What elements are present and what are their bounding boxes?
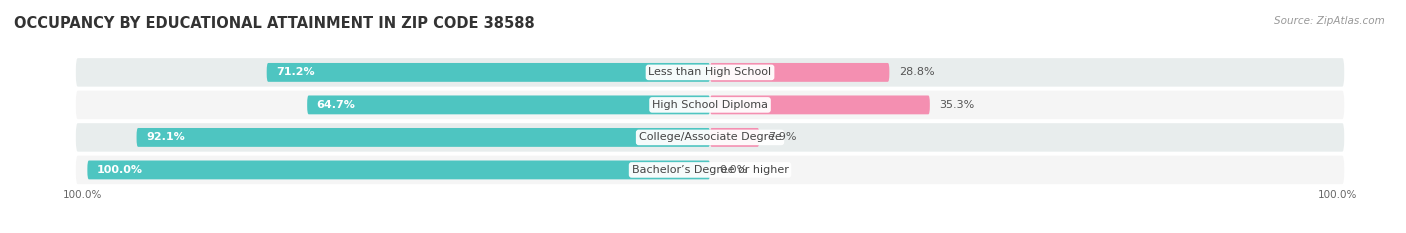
FancyBboxPatch shape	[710, 128, 759, 147]
Text: 7.9%: 7.9%	[769, 132, 797, 142]
FancyBboxPatch shape	[710, 63, 890, 82]
FancyBboxPatch shape	[75, 90, 1346, 120]
FancyBboxPatch shape	[710, 96, 929, 114]
Text: High School Diploma: High School Diploma	[652, 100, 768, 110]
Text: Less than High School: Less than High School	[648, 67, 772, 77]
Text: Source: ZipAtlas.com: Source: ZipAtlas.com	[1274, 16, 1385, 26]
Text: 28.8%: 28.8%	[898, 67, 935, 77]
Text: 35.3%: 35.3%	[939, 100, 974, 110]
Text: Bachelor’s Degree or higher: Bachelor’s Degree or higher	[631, 165, 789, 175]
FancyBboxPatch shape	[87, 161, 710, 179]
Text: 64.7%: 64.7%	[316, 100, 356, 110]
Text: OCCUPANCY BY EDUCATIONAL ATTAINMENT IN ZIP CODE 38588: OCCUPANCY BY EDUCATIONAL ATTAINMENT IN Z…	[14, 16, 534, 31]
FancyBboxPatch shape	[75, 122, 1346, 153]
Text: 100.0%: 100.0%	[97, 165, 143, 175]
Text: 92.1%: 92.1%	[146, 132, 184, 142]
Text: 100.0%: 100.0%	[62, 190, 101, 200]
Text: 0.0%: 0.0%	[720, 165, 748, 175]
FancyBboxPatch shape	[267, 63, 710, 82]
Text: 71.2%: 71.2%	[276, 67, 315, 77]
FancyBboxPatch shape	[136, 128, 710, 147]
FancyBboxPatch shape	[75, 155, 1346, 185]
FancyBboxPatch shape	[75, 57, 1346, 88]
Text: 100.0%: 100.0%	[1319, 190, 1358, 200]
Text: College/Associate Degree: College/Associate Degree	[638, 132, 782, 142]
FancyBboxPatch shape	[307, 96, 710, 114]
